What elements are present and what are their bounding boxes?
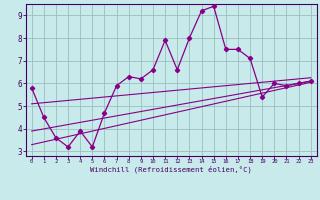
X-axis label: Windchill (Refroidissement éolien,°C): Windchill (Refroidissement éolien,°C) xyxy=(90,166,252,173)
